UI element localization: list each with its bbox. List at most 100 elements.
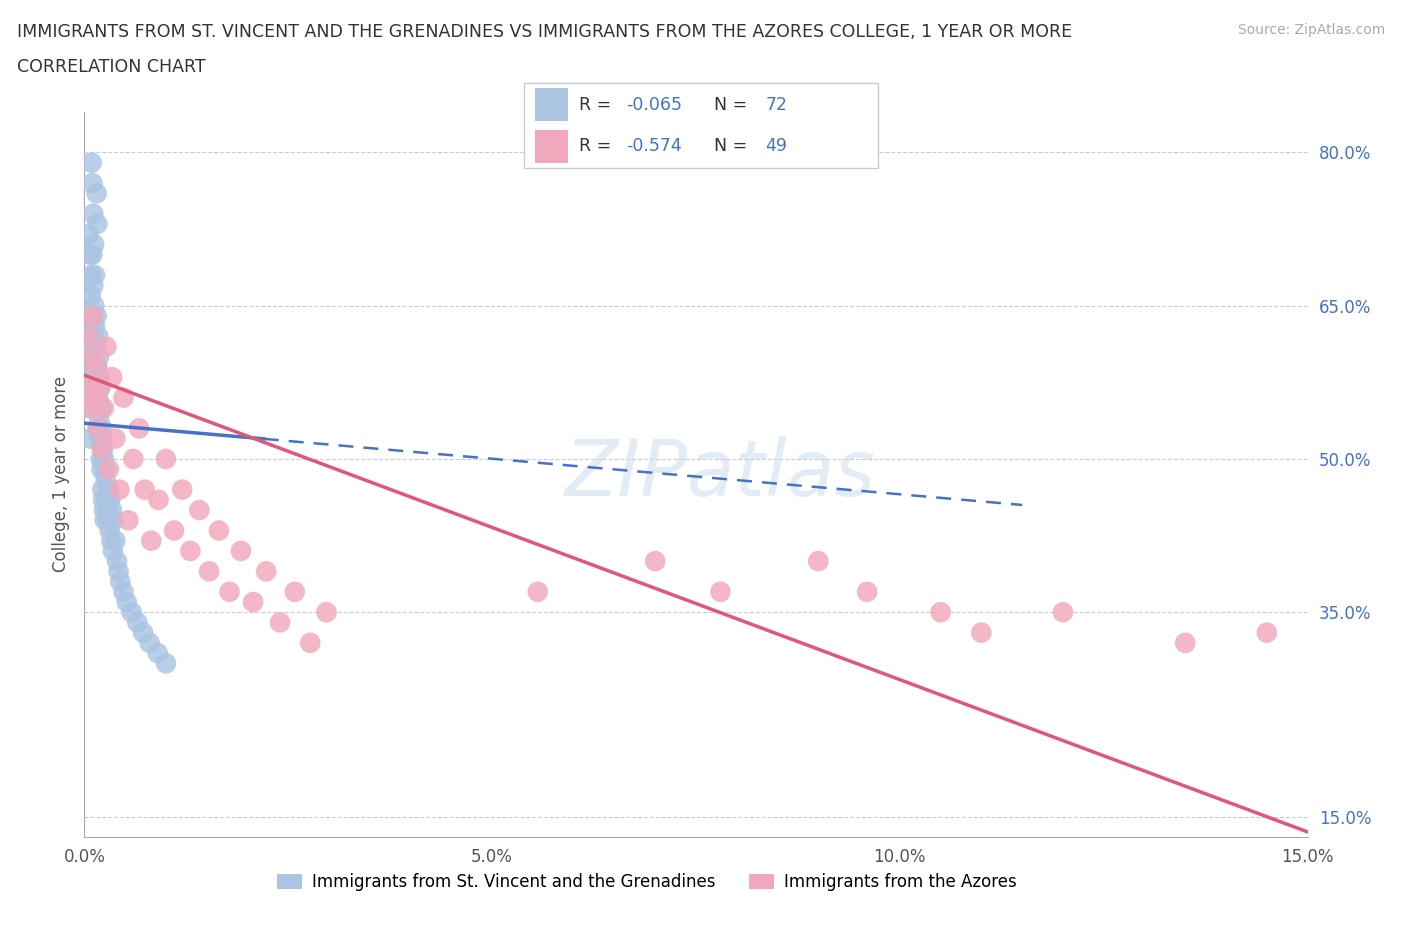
- Point: [93, 512, 115, 527]
- Point: [80, 350, 103, 365]
- Point: [1256, 625, 1278, 640]
- Point: [141, 533, 163, 548]
- Point: [94, 472, 117, 486]
- Point: [93, 452, 115, 467]
- Point: [76, 380, 98, 395]
- Point: [77, 227, 100, 242]
- Point: [90, 442, 112, 457]
- Point: [104, 533, 127, 548]
- Point: [103, 512, 125, 527]
- Point: [77, 319, 100, 334]
- Point: [198, 564, 221, 578]
- Point: [79, 401, 101, 416]
- Point: [1052, 604, 1074, 619]
- Point: [87, 350, 110, 365]
- Point: [84, 319, 107, 334]
- Point: [82, 247, 104, 262]
- Point: [644, 553, 666, 568]
- Point: [108, 482, 131, 497]
- Point: [101, 502, 124, 517]
- Point: [87, 421, 110, 436]
- Point: [90, 401, 112, 416]
- Point: [128, 421, 150, 436]
- Point: [80, 339, 103, 354]
- Point: [856, 584, 879, 599]
- Point: [87, 329, 110, 344]
- Point: [269, 615, 291, 630]
- Point: [76, 380, 98, 395]
- Point: [929, 604, 952, 619]
- Point: [315, 604, 337, 619]
- Point: [86, 421, 108, 436]
- Point: [84, 268, 107, 283]
- Point: [101, 370, 124, 385]
- Point: [122, 452, 145, 467]
- Point: [100, 492, 122, 507]
- Point: [172, 482, 194, 497]
- Point: [115, 594, 138, 609]
- Point: [86, 391, 108, 405]
- Point: [110, 574, 132, 589]
- Point: [86, 217, 108, 232]
- Point: [101, 543, 124, 558]
- Bar: [534, 88, 568, 121]
- Point: [299, 635, 322, 650]
- Text: 72: 72: [765, 96, 787, 113]
- Point: [90, 462, 112, 477]
- Y-axis label: College, 1 year or more: College, 1 year or more: [52, 377, 70, 572]
- Point: [138, 635, 160, 650]
- Point: [93, 462, 115, 477]
- Point: [229, 543, 252, 558]
- Point: [163, 523, 186, 538]
- Point: [91, 492, 114, 507]
- Point: [93, 401, 115, 416]
- Point: [97, 462, 120, 477]
- Point: [218, 584, 240, 599]
- Point: [148, 492, 170, 507]
- Point: [91, 421, 114, 436]
- Point: [188, 502, 211, 517]
- Point: [79, 432, 101, 446]
- Point: [242, 594, 264, 609]
- Point: [77, 329, 100, 344]
- Point: [82, 309, 104, 324]
- Point: [121, 604, 143, 619]
- Point: [83, 299, 105, 313]
- Point: [104, 432, 127, 446]
- Point: [84, 339, 107, 354]
- Point: [86, 360, 108, 375]
- Text: N =: N =: [703, 96, 752, 113]
- Point: [91, 442, 114, 457]
- Bar: [534, 130, 568, 163]
- Point: [709, 584, 731, 599]
- Point: [87, 411, 110, 426]
- Point: [89, 370, 111, 385]
- Text: -0.574: -0.574: [626, 138, 682, 155]
- Point: [90, 452, 112, 467]
- Point: [208, 523, 231, 538]
- Point: [100, 533, 122, 548]
- Point: [179, 543, 201, 558]
- Point: [82, 176, 104, 191]
- Point: [80, 155, 103, 170]
- Text: -0.065: -0.065: [626, 96, 682, 113]
- Text: R =: R =: [579, 138, 616, 155]
- Point: [89, 432, 111, 446]
- Point: [82, 206, 104, 221]
- Point: [93, 502, 115, 517]
- Point: [105, 553, 128, 568]
- Point: [83, 360, 105, 375]
- Point: [107, 564, 129, 578]
- Point: [807, 553, 830, 568]
- Point: [91, 432, 114, 446]
- Point: [1320, 758, 1343, 773]
- Point: [526, 584, 548, 599]
- Point: [90, 380, 112, 395]
- Point: [84, 391, 107, 405]
- Point: [98, 523, 121, 538]
- Point: [96, 502, 118, 517]
- Point: [82, 278, 104, 293]
- Point: [79, 247, 101, 262]
- Text: R =: R =: [579, 96, 616, 113]
- Point: [80, 288, 103, 303]
